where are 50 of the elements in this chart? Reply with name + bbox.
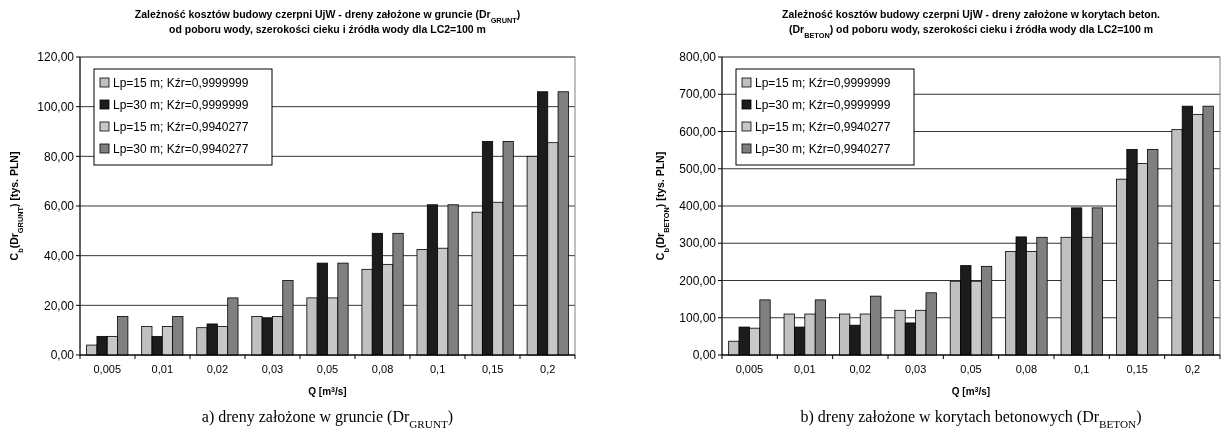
legend-label: Lp=15 m; Kźr=0,9999999 — [755, 76, 891, 91]
text: a) dreny założone w gruncie (Dr$_{GRUNT}$) — [201, 408, 454, 430]
x-tick-label: 0,08 — [371, 363, 394, 375]
x-tick-label: 0,2 — [1184, 363, 1201, 375]
legend-label: Lp=15 m; Kźr=0,9940277 — [755, 120, 891, 135]
legend-label: Lp=30 m; Kźr=0,9999999 — [113, 98, 249, 113]
text: b) dreny założone w korytach betonowych (Dr$_{BETON}$) — [800, 408, 1142, 430]
y-tick-label: 0,00 — [50, 348, 75, 363]
y-tick-label: 500,00 — [679, 161, 717, 176]
y-tick-label: 20,00 — [43, 298, 75, 313]
y-tick-label: 100,00 — [37, 99, 75, 114]
y-tick-label: 300,00 — [679, 236, 717, 251]
y-tick-label: 600,00 — [679, 124, 717, 139]
legend-label: Lp=30 m; Kźr=0,9940277 — [113, 142, 249, 157]
y-tick-label: 0,00 — [692, 348, 717, 363]
x-tick-label: 0,03 — [904, 363, 927, 375]
x-tick-label: 0,02 — [849, 363, 871, 375]
chart-title: Zależność kosztów budowy czerpni UjW - dreny założone w gruncie (Dr$_{GRUNT}$) — [134, 8, 521, 25]
x-tick-label: 0,08 — [1015, 363, 1038, 375]
y-tick-label: 200,00 — [679, 273, 717, 288]
y-tick-label: 80,00 — [43, 149, 75, 164]
y-tick-label: 60,00 — [43, 199, 75, 214]
x-tick-label: 0,15 — [1126, 363, 1148, 375]
x-tick-label: 0,15 — [481, 363, 504, 375]
x-tick-label: 0,05 — [960, 363, 982, 375]
legend-label: Lp=15 m; Kźr=0,9940277 — [113, 120, 249, 135]
x-tick-label: 0,2 — [540, 363, 556, 375]
chart-title: Zależność kosztów budowy czerpni UjW - dreny założone w korytach beton. — [781, 8, 1161, 20]
legend-label: Lp=30 m; Kźr=0,9940277 — [755, 142, 891, 157]
chart-subtitle: od poboru wody, szerokości cieku i źródła wody dla LC2=100 m — [169, 23, 486, 35]
x-axis-title: Q [m$^{3}$/s] — [308, 385, 347, 397]
x-tick-label: 0,005 — [93, 363, 122, 375]
y-tick-label: 800,00 — [679, 50, 717, 65]
x-tick-label: 0,02 — [206, 363, 229, 375]
x-tick-label: 0,1 — [429, 363, 446, 375]
x-tick-label: 0,1 — [1074, 363, 1090, 375]
x-tick-label: 0,005 — [735, 363, 764, 375]
y-tick-label: 100,00 — [679, 310, 717, 325]
x-axis-title: Q [m$^{3}$/s] — [951, 385, 991, 397]
legend-label: Lp=30 m; Kźr=0,9999999 — [755, 98, 891, 113]
y-tick-label: 400,00 — [679, 199, 717, 214]
x-tick-label: 0,05 — [316, 363, 339, 375]
x-tick-label: 0,01 — [151, 363, 174, 375]
x-tick-label: 0,03 — [261, 363, 284, 375]
y-tick-label: 700,00 — [679, 87, 717, 102]
y-tick-label: 120,00 — [37, 50, 75, 65]
legend-label: Lp=15 m; Kźr=0,9999999 — [113, 76, 249, 91]
chart-subtitle: (Dr$_{BETON}$) od poboru wody, szerokości cieku i źródła wody dla LC2=100 m — [788, 23, 1154, 40]
y-tick-label: 40,00 — [43, 248, 75, 263]
x-tick-label: 0,01 — [794, 363, 816, 375]
